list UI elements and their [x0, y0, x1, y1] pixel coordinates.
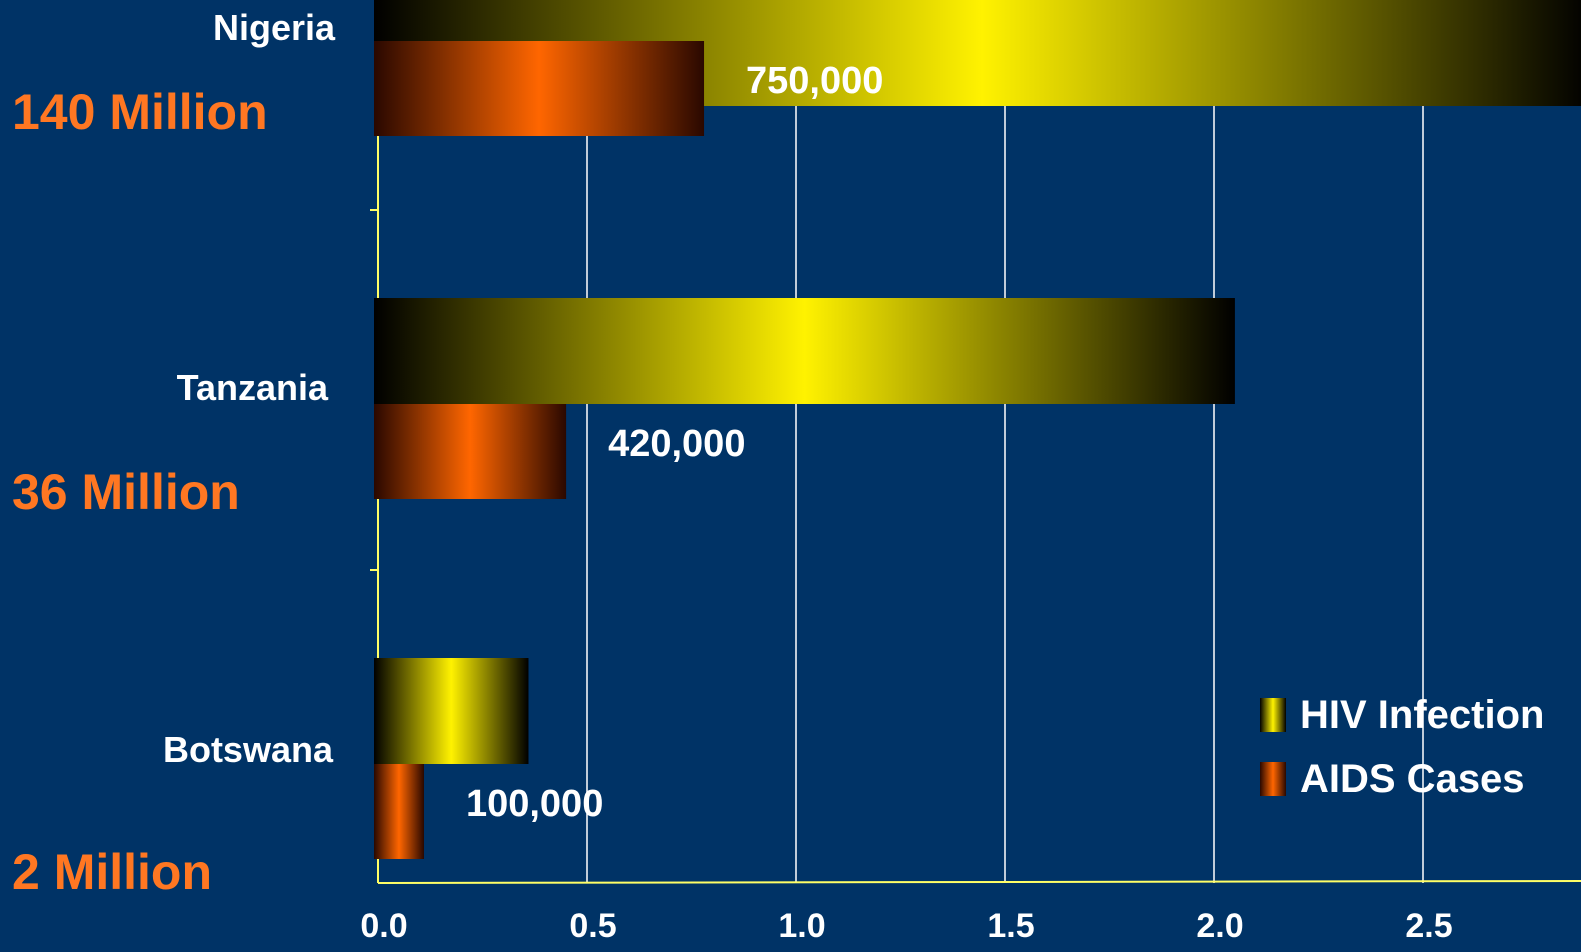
data-label-aids-nigeria: 750,000	[746, 60, 883, 102]
bars	[374, 0, 1581, 859]
legend-swatch	[1260, 762, 1286, 796]
legend-item-hiv: HIV Infection	[1260, 693, 1544, 737]
bar-hiv-botswana	[374, 658, 529, 764]
category-label-tanzania: Tanzania	[177, 367, 329, 408]
legend: HIV Infection AIDS Cases	[1260, 693, 1544, 801]
x-tick-label: 1.5	[987, 907, 1034, 945]
legend-label: AIDS Cases	[1300, 757, 1525, 801]
legend-swatch	[1260, 698, 1286, 732]
x-tick-label: 2.5	[1405, 907, 1452, 945]
population-label-nigeria: 140 Million	[12, 84, 268, 140]
bar-aids-nigeria	[374, 41, 705, 136]
data-label-aids-tanzania: 420,000	[608, 423, 745, 465]
x-axis-line	[377, 880, 1581, 884]
category-label-nigeria: Nigeria	[213, 7, 336, 48]
legend-item-aids: AIDS Cases	[1260, 757, 1525, 801]
category-label-botswana: Botswana	[163, 729, 334, 770]
bar-aids-botswana	[374, 764, 424, 859]
x-tick-label: 0.5	[569, 907, 616, 945]
labels: 0.0 0.5 1.0 1.5 2.0 2.5 750,000 Nigeria 140 Mill…	[12, 7, 1453, 945]
gridlines	[586, 0, 1424, 883]
population-label-tanzania: 36 Million	[12, 464, 240, 520]
data-label-aids-botswana: 100,000	[466, 783, 603, 825]
population-label-botswana: 2 Million	[12, 844, 212, 900]
x-tick-label: 1.0	[778, 907, 825, 945]
x-tick-label: 2.0	[1196, 907, 1243, 945]
x-tick-label: 0.0	[360, 907, 407, 945]
legend-label: HIV Infection	[1300, 693, 1544, 737]
bar-hiv-tanzania	[374, 298, 1235, 404]
bar-aids-tanzania	[374, 404, 567, 499]
